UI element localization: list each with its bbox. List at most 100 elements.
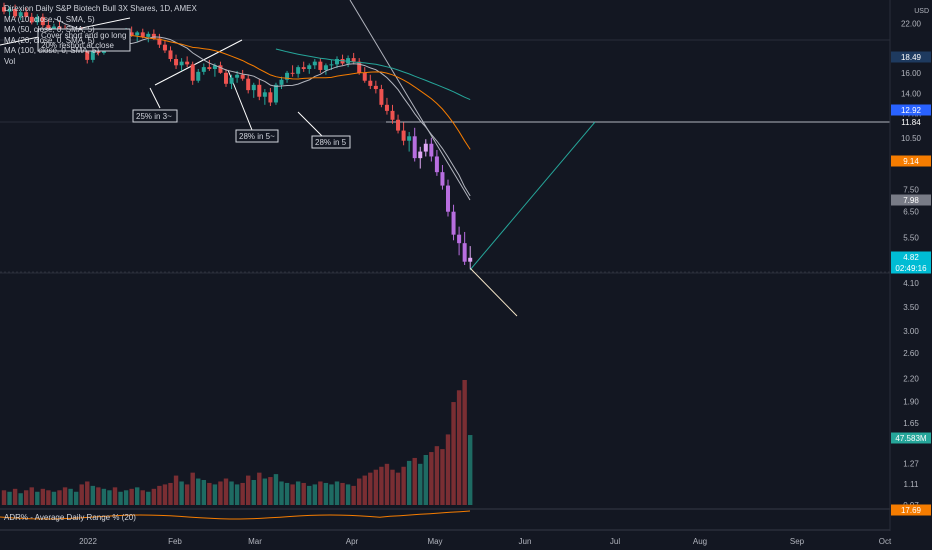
volume-bar bbox=[357, 478, 362, 505]
price-badge-label: 9.14 bbox=[903, 157, 919, 166]
volume-bar bbox=[246, 475, 251, 505]
indicator-ma10[interactable]: MA (10, close, 0, SMA, 5) bbox=[4, 14, 95, 24]
candle-body bbox=[279, 79, 284, 85]
time-tick-label: Sep bbox=[790, 537, 805, 546]
candle-body bbox=[329, 64, 334, 66]
volume-bar bbox=[79, 484, 84, 505]
candle-body bbox=[429, 143, 434, 157]
volume-bar bbox=[273, 474, 279, 505]
volume-bar bbox=[7, 491, 12, 505]
candle-body bbox=[157, 38, 162, 45]
price-badge-bg bbox=[891, 504, 931, 516]
adr-indicator bbox=[0, 508, 932, 531]
volume-bar bbox=[395, 472, 401, 505]
price-tick-label: 16.00 bbox=[901, 69, 922, 78]
candle-body bbox=[246, 78, 251, 91]
candle-body bbox=[35, 16, 40, 23]
price-tick-label: 10.50 bbox=[901, 134, 922, 143]
price-tick-label: 1.90 bbox=[903, 397, 919, 406]
candle-body bbox=[212, 65, 217, 70]
candle-body bbox=[390, 110, 395, 120]
price-tick-label: 6.50 bbox=[903, 208, 919, 217]
candle-body bbox=[434, 156, 439, 173]
indicator-ma20[interactable]: MA (20, close, 0, SMA, 5) bbox=[4, 35, 95, 45]
candle-body bbox=[96, 50, 101, 53]
candle-body bbox=[218, 65, 223, 73]
annotation-25pct-text: 25% in 3~ bbox=[136, 112, 172, 121]
indicator-ma50[interactable]: MA (50, close, 0, SMA, 5) bbox=[4, 25, 95, 34]
price-badge-bg bbox=[891, 51, 931, 63]
candle-body bbox=[29, 16, 34, 23]
volume-bar bbox=[112, 487, 118, 505]
price-tick-label: 5.50 bbox=[903, 233, 919, 242]
time-tick-label: Mar bbox=[248, 537, 262, 546]
volume-bar bbox=[207, 482, 212, 505]
volume-bar bbox=[295, 481, 301, 505]
candle-body bbox=[384, 104, 389, 111]
time-axis-bg bbox=[0, 531, 932, 550]
volume-bar bbox=[234, 484, 240, 505]
annotation-28pct-b-box bbox=[311, 135, 351, 149]
price-tick-label: 2.20 bbox=[903, 375, 919, 384]
volume-bar bbox=[440, 449, 445, 505]
time-tick-label: Feb bbox=[168, 537, 182, 546]
price-tick-label: 1.27 bbox=[903, 459, 919, 468]
candle-body bbox=[201, 67, 206, 72]
candle-body bbox=[412, 136, 417, 159]
callout-line-3 bbox=[297, 111, 323, 137]
candle-body bbox=[257, 84, 262, 97]
volume-bar bbox=[340, 482, 345, 505]
volume-bar bbox=[456, 390, 462, 505]
volume-bar bbox=[373, 469, 379, 505]
candle-body bbox=[446, 185, 450, 212]
volume-bar bbox=[68, 488, 73, 505]
annotation-25pct-box bbox=[132, 109, 178, 123]
volume-bar bbox=[190, 472, 195, 505]
volume-bar bbox=[312, 484, 317, 505]
candle-body bbox=[357, 61, 362, 73]
time-tick-label: Jul bbox=[610, 537, 620, 546]
candle-body bbox=[85, 46, 90, 60]
price-tick-label: 3.00 bbox=[903, 327, 919, 336]
candle-body bbox=[140, 32, 145, 37]
candle-body bbox=[307, 65, 312, 70]
indicator-ma100[interactable]: MA (100, close, 0, SMA, 5) bbox=[4, 46, 100, 55]
volume-bar bbox=[251, 480, 256, 505]
candle-body bbox=[323, 65, 328, 70]
candle-body bbox=[262, 92, 267, 97]
volume-bar bbox=[379, 466, 384, 505]
candle-body bbox=[229, 77, 234, 84]
price-tick-label: 3.50 bbox=[903, 303, 919, 312]
volume-bar bbox=[162, 484, 168, 505]
volume-bar bbox=[418, 463, 423, 505]
price-badge-bg bbox=[891, 194, 931, 206]
trendline-2 bbox=[154, 39, 243, 86]
price-badge-label: 4.82 bbox=[903, 253, 919, 262]
price-badge-label: 18.49 bbox=[901, 53, 922, 62]
time-tick-label: May bbox=[427, 537, 442, 546]
annotation-cover-short-text: Cover short and go long bbox=[41, 31, 126, 40]
candle-body bbox=[451, 211, 456, 235]
price-tick-label: 1.65 bbox=[903, 419, 919, 428]
annotation-28pct-a-text: 28% in 5~ bbox=[239, 132, 275, 141]
volume-bar bbox=[290, 484, 295, 505]
volume-bar bbox=[90, 485, 95, 505]
candle-body bbox=[285, 72, 290, 80]
candle-body bbox=[162, 44, 167, 51]
candle-body bbox=[462, 243, 467, 262]
candle-body bbox=[368, 80, 373, 86]
time-tick-label: Jun bbox=[519, 537, 532, 546]
indicator-vol[interactable]: Vol bbox=[4, 56, 16, 66]
candle-body bbox=[151, 33, 156, 39]
volume-bar bbox=[118, 491, 123, 505]
candle-body bbox=[290, 72, 295, 74]
volume-bar bbox=[168, 482, 173, 505]
price-badge-bg bbox=[891, 262, 931, 274]
candle-body bbox=[129, 32, 134, 36]
volume-bar bbox=[135, 487, 140, 505]
price-badge-label: 02:49:16 bbox=[895, 264, 927, 273]
candle-body bbox=[240, 74, 245, 79]
adr-label[interactable]: ADR% - Average Daily Range % (20) bbox=[4, 513, 136, 522]
